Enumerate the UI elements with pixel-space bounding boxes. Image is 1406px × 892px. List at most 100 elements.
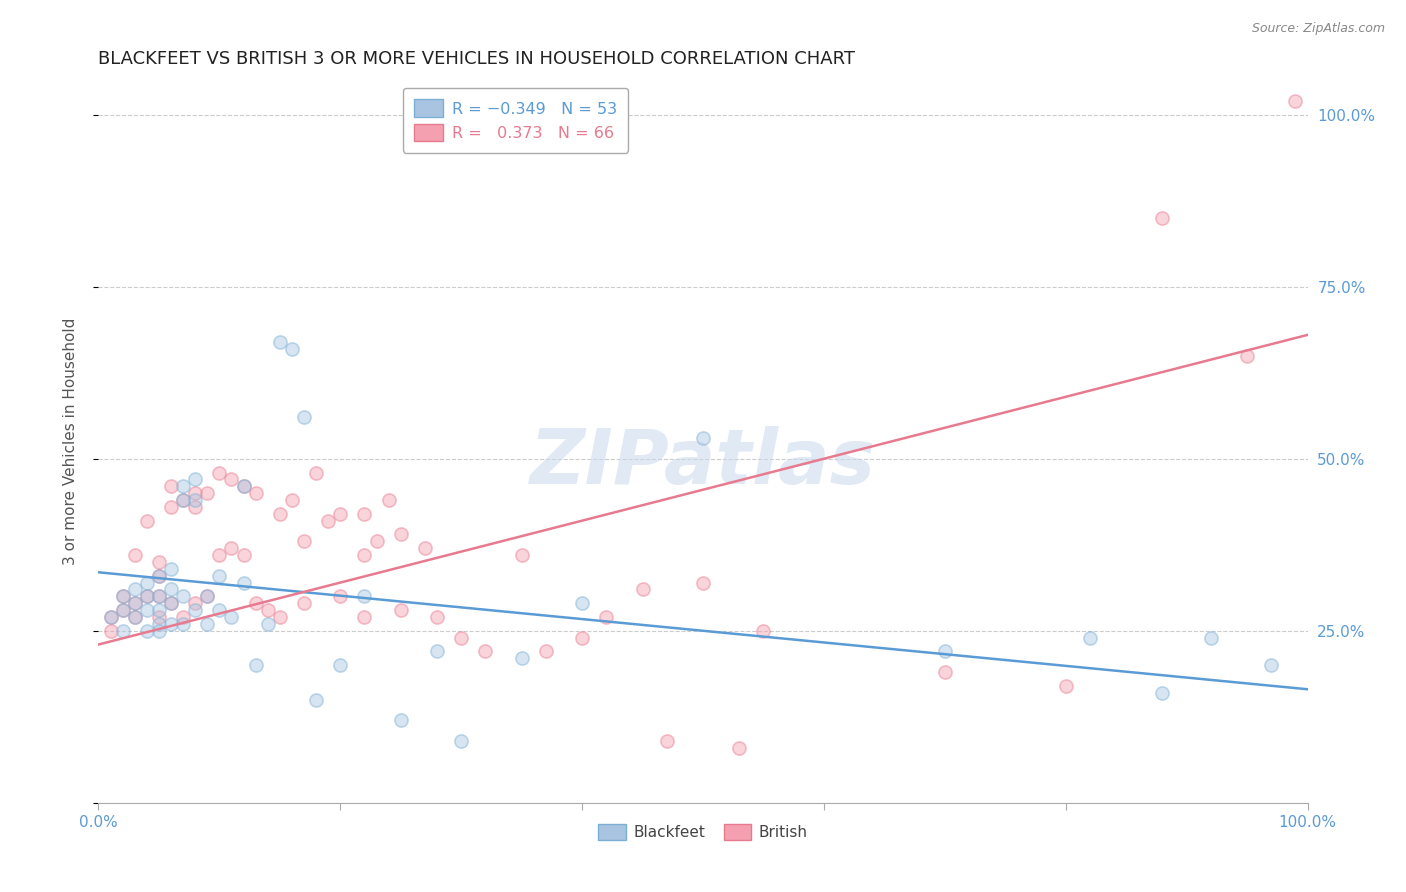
Point [172, 616, 194, 631]
Point [172, 610, 194, 624]
Point [135, 590, 157, 604]
Point [232, 575, 254, 590]
Point [292, 410, 315, 425]
Point [232, 479, 254, 493]
Point [148, 555, 170, 569]
Point [124, 596, 146, 610]
Point [281, 493, 304, 508]
Y-axis label: 3 or more Vehicles in Household: 3 or more Vehicles in Household [63, 318, 77, 566]
Text: BLACKFEET VS BRITISH 3 OR MORE VEHICLES IN HOUSEHOLD CORRELATION CHART: BLACKFEET VS BRITISH 3 OR MORE VEHICLES … [98, 50, 855, 68]
Point [160, 582, 183, 597]
Point [256, 616, 278, 631]
Point [245, 658, 267, 673]
Point [195, 590, 218, 604]
Point [111, 590, 134, 604]
Point [135, 514, 157, 528]
Point [184, 493, 207, 508]
Point [148, 616, 170, 631]
Point [221, 472, 243, 486]
Point [426, 644, 449, 658]
Point [377, 493, 399, 508]
Point [413, 541, 436, 556]
Point [329, 590, 352, 604]
Point [135, 624, 157, 638]
Point [111, 624, 134, 638]
Point [148, 610, 170, 624]
Point [1054, 679, 1077, 693]
Point [426, 610, 449, 624]
Point [208, 548, 231, 562]
Point [195, 616, 218, 631]
Point [269, 610, 291, 624]
Point [111, 590, 134, 604]
Point [148, 624, 170, 638]
Point [184, 596, 207, 610]
Point [534, 644, 557, 658]
Point [124, 548, 146, 562]
Point [135, 590, 157, 604]
Point [389, 603, 412, 617]
Point [135, 575, 157, 590]
Point [100, 624, 122, 638]
Point [184, 500, 207, 514]
Point [934, 665, 956, 679]
Point [510, 651, 533, 665]
Point [148, 590, 170, 604]
Point [474, 644, 496, 658]
Text: Source: ZipAtlas.com: Source: ZipAtlas.com [1251, 22, 1385, 36]
Point [184, 486, 207, 500]
Point [160, 596, 183, 610]
Point [245, 486, 267, 500]
Point [692, 431, 714, 445]
Point [571, 596, 593, 610]
Point [160, 562, 183, 576]
Point [221, 610, 243, 624]
Point [692, 575, 714, 590]
Point [1152, 686, 1174, 700]
Point [160, 596, 183, 610]
Point [111, 603, 134, 617]
Point [1199, 631, 1222, 645]
Point [172, 493, 194, 508]
Point [208, 603, 231, 617]
Point [510, 548, 533, 562]
Point [728, 740, 751, 755]
Point [184, 472, 207, 486]
Point [292, 534, 315, 549]
Point [353, 590, 375, 604]
Point [160, 616, 183, 631]
Point [148, 568, 170, 582]
Point [172, 590, 194, 604]
Point [100, 610, 122, 624]
Point [148, 590, 170, 604]
Point [329, 658, 352, 673]
Point [172, 479, 194, 493]
Point [269, 334, 291, 349]
Point [208, 568, 231, 582]
Point [1260, 658, 1282, 673]
Point [366, 534, 388, 549]
Point [256, 603, 278, 617]
Point [752, 624, 775, 638]
Point [269, 507, 291, 521]
Point [655, 734, 678, 748]
Point [184, 603, 207, 617]
Point [389, 527, 412, 541]
Point [124, 596, 146, 610]
Point [934, 644, 956, 658]
Point [160, 479, 183, 493]
Point [329, 507, 352, 521]
Point [450, 734, 472, 748]
Point [316, 514, 339, 528]
Point [1236, 349, 1258, 363]
Point [353, 507, 375, 521]
Point [389, 713, 412, 727]
Point [353, 548, 375, 562]
Point [305, 692, 328, 706]
Text: ZIPatlas: ZIPatlas [530, 426, 876, 500]
Point [1152, 211, 1174, 225]
Point [1078, 631, 1101, 645]
Point [124, 610, 146, 624]
Point [353, 610, 375, 624]
Point [232, 548, 254, 562]
